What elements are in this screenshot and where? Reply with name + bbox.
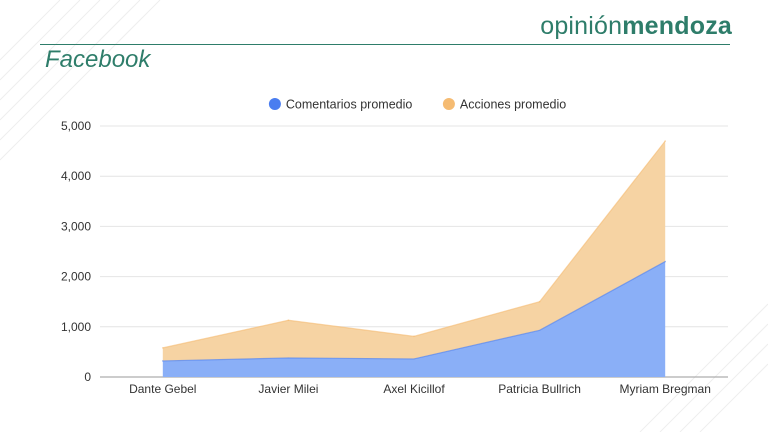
- x-tick-label: Javier Milei: [258, 382, 318, 396]
- data-point: [162, 347, 164, 349]
- y-tick-label: 0: [84, 370, 91, 384]
- area-series-2: [162, 141, 666, 361]
- legend-swatch: [442, 98, 455, 110]
- legend-label: Comentarios promedio: [286, 98, 412, 112]
- y-tick-label: 3,000: [61, 219, 91, 233]
- x-tick-label: Axel Kicillof: [383, 382, 445, 396]
- area-layer: [162, 140, 666, 377]
- brand-logo-bold: mendoza: [622, 12, 732, 40]
- axis-layer: 0 1,000 2,000 3,000 4,000 5,000 Dante Gebel Jav…: [61, 119, 711, 396]
- data-point: [538, 300, 541, 303]
- brand-logo: opiniónmendoza: [540, 12, 732, 41]
- legend-swatch: [268, 98, 281, 110]
- legend-label: Acciones promedio: [460, 98, 566, 112]
- y-tick-label: 1,000: [61, 320, 91, 334]
- header-divider: [40, 44, 730, 45]
- page-title: Facebook: [45, 46, 151, 73]
- data-point: [664, 140, 666, 142]
- y-tick-label: 2,000: [61, 270, 91, 284]
- y-tick-label: 4,000: [61, 169, 91, 183]
- x-tick-label: Myriam Bregman: [620, 382, 711, 396]
- x-tick-label: Dante Gebel: [129, 382, 196, 396]
- legend: Comentarios promedio Acciones promedio: [268, 98, 566, 112]
- area-series-1: [162, 261, 666, 377]
- data-point: [413, 335, 415, 338]
- data-point: [287, 319, 290, 322]
- brand-logo-light: opinión: [540, 12, 623, 40]
- area-edge-series-1: [162, 261, 666, 362]
- y-tick-label: 5,000: [61, 119, 91, 133]
- x-tick-label: Patricia Bullrich: [498, 382, 581, 396]
